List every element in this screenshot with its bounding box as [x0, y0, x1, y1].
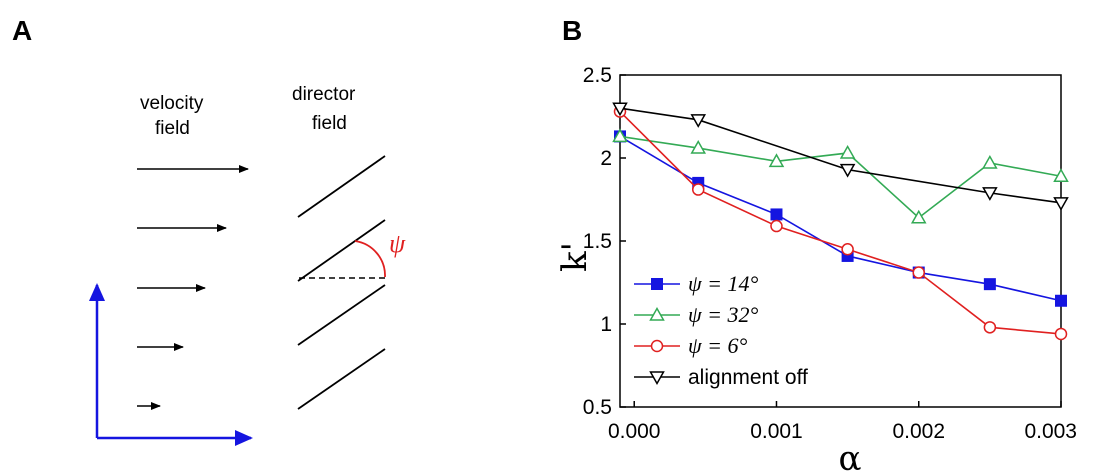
data-series [612, 102, 1069, 341]
data-point [910, 209, 927, 224]
legend-label: ψ = 32° [688, 302, 759, 327]
x-axis-label: α [839, 439, 862, 476]
x-tick-label: 0.002 [892, 420, 945, 443]
data-point [1054, 327, 1068, 341]
series-line [619, 135, 1062, 302]
panel-b: B 0.511.522.5 0.000 0.001 0.002 0.003 k' α … [555, 15, 1077, 476]
x-tick-label: 0.000 [608, 420, 661, 443]
y-axis-ticks: 0.5 1 1.5 2 2.5 [583, 64, 626, 419]
data-point [1053, 197, 1069, 211]
data-point [982, 187, 998, 201]
director-lines [297, 155, 386, 410]
panel-a: A velocity field director field ψ [12, 15, 406, 446]
data-point [912, 266, 925, 279]
data-point [612, 128, 628, 143]
data-point [1055, 294, 1067, 307]
director-line [297, 284, 386, 346]
data-point [841, 243, 854, 256]
legend-marker [649, 306, 665, 321]
data-point [770, 208, 783, 221]
data-point [612, 102, 628, 117]
director-field-label-line2: field [312, 113, 347, 134]
psi-angle-label: ψ [389, 229, 406, 258]
series--14- [614, 130, 1067, 307]
data-point [770, 219, 783, 233]
legend-item: ψ = 14° [634, 271, 759, 296]
legend-label: alignment off [688, 366, 808, 389]
director-line [297, 219, 386, 282]
data-point [839, 163, 856, 178]
legend-label: ψ = 14° [688, 271, 759, 296]
director-line [297, 155, 386, 218]
plot-frame [619, 74, 1062, 408]
y-axis-label: k' [555, 242, 595, 272]
data-point [839, 144, 856, 159]
legend-item: ψ = 6° [634, 333, 748, 358]
series-alignment-off [612, 102, 1069, 211]
series--32- [612, 128, 1069, 224]
legend-marker [649, 371, 665, 386]
data-point [983, 278, 996, 291]
director-field-label-line1: director [292, 84, 356, 105]
panel-b-letter: B [562, 15, 582, 46]
legend-item: alignment off [634, 366, 808, 389]
legend-label: ψ = 6° [688, 333, 748, 358]
coordinate-axes [89, 283, 253, 446]
y-tick-label: 2.5 [583, 64, 612, 87]
y-tick-label: 0.5 [583, 396, 612, 419]
velocity-field-label-line2: field [155, 118, 190, 139]
y-tick-label: 1 [600, 313, 612, 336]
x-tick-label: 0.001 [750, 420, 803, 443]
data-point [1053, 168, 1069, 183]
data-point [983, 321, 997, 334]
legend: ψ = 14° ψ = 32° ψ = 6° alignment off [634, 271, 808, 389]
data-point [982, 154, 998, 169]
angle-arc [354, 240, 386, 278]
data-point [691, 183, 705, 196]
velocity-field-label-line1: velocity [140, 93, 204, 114]
x-axis-ticks: 0.000 0.001 0.002 0.003 [608, 401, 1077, 443]
x-tick-label: 0.003 [1024, 420, 1077, 443]
data-point [768, 153, 785, 168]
legend-item: ψ = 32° [634, 302, 759, 327]
panel-a-letter: A [12, 15, 32, 46]
y-tick-label: 1.5 [583, 230, 612, 253]
data-point [690, 114, 707, 128]
legend-marker [651, 278, 663, 290]
series-line [619, 110, 1062, 335]
director-line [297, 348, 386, 410]
data-point [690, 140, 707, 154]
legend-marker [650, 339, 664, 353]
series--6- [613, 105, 1068, 341]
velocity-arrows [137, 165, 249, 410]
y-tick-label: 2 [600, 147, 612, 170]
